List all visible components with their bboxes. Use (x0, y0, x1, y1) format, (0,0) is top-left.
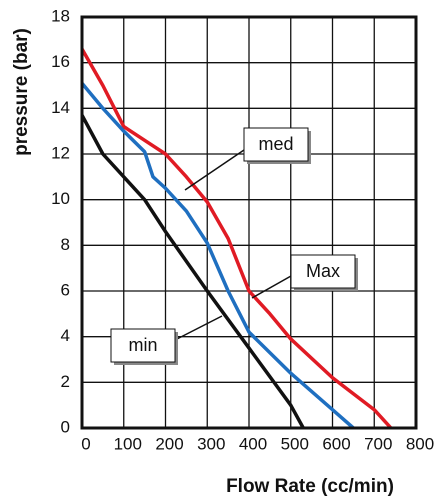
annotation-max: Max (251, 254, 358, 299)
annotation-label: med (258, 134, 293, 154)
y-tick-label: 8 (61, 235, 70, 254)
y-tick-label: 6 (61, 280, 70, 299)
x-tick-label: 600 (322, 434, 350, 453)
x-tick-label: 0 (81, 434, 90, 453)
plot-frame (80, 15, 418, 430)
annotation-min: min (110, 315, 223, 365)
x-tick-label: 300 (197, 434, 225, 453)
series-line (80, 82, 355, 430)
y-tick-label: 10 (51, 189, 70, 208)
y-tick-label: 18 (51, 6, 70, 25)
grid (81, 16, 417, 429)
y-tick-label: 4 (61, 326, 70, 345)
series-line (80, 114, 305, 429)
y-tick-label: 12 (51, 143, 70, 162)
y-tick-label: 14 (51, 98, 70, 117)
annotation-label: Max (306, 261, 340, 281)
leader-line (174, 315, 223, 341)
x-tick-label: 700 (364, 434, 392, 453)
leader-line (184, 149, 245, 191)
y-axis-label: pressure (bar) (11, 28, 32, 156)
x-tick-label: 800 (406, 434, 434, 453)
y-tick-label: 0 (61, 417, 70, 436)
x-tick-label: 100 (114, 434, 142, 453)
series-line (80, 48, 393, 430)
annotation-med: med (184, 127, 311, 191)
box (243, 127, 309, 162)
x-tick-label: 500 (281, 434, 309, 453)
annotation-label: min (128, 335, 157, 355)
x-tick-label: 400 (239, 434, 267, 453)
box (110, 328, 176, 363)
leader-line (251, 275, 292, 299)
y-tick-label: 2 (61, 372, 70, 391)
lines (80, 48, 393, 430)
x-axis-label: Flow Rate (cc/min) (226, 476, 394, 497)
x-tick-label: 200 (155, 434, 183, 453)
box (290, 254, 356, 289)
y-tick-label: 16 (51, 52, 70, 71)
